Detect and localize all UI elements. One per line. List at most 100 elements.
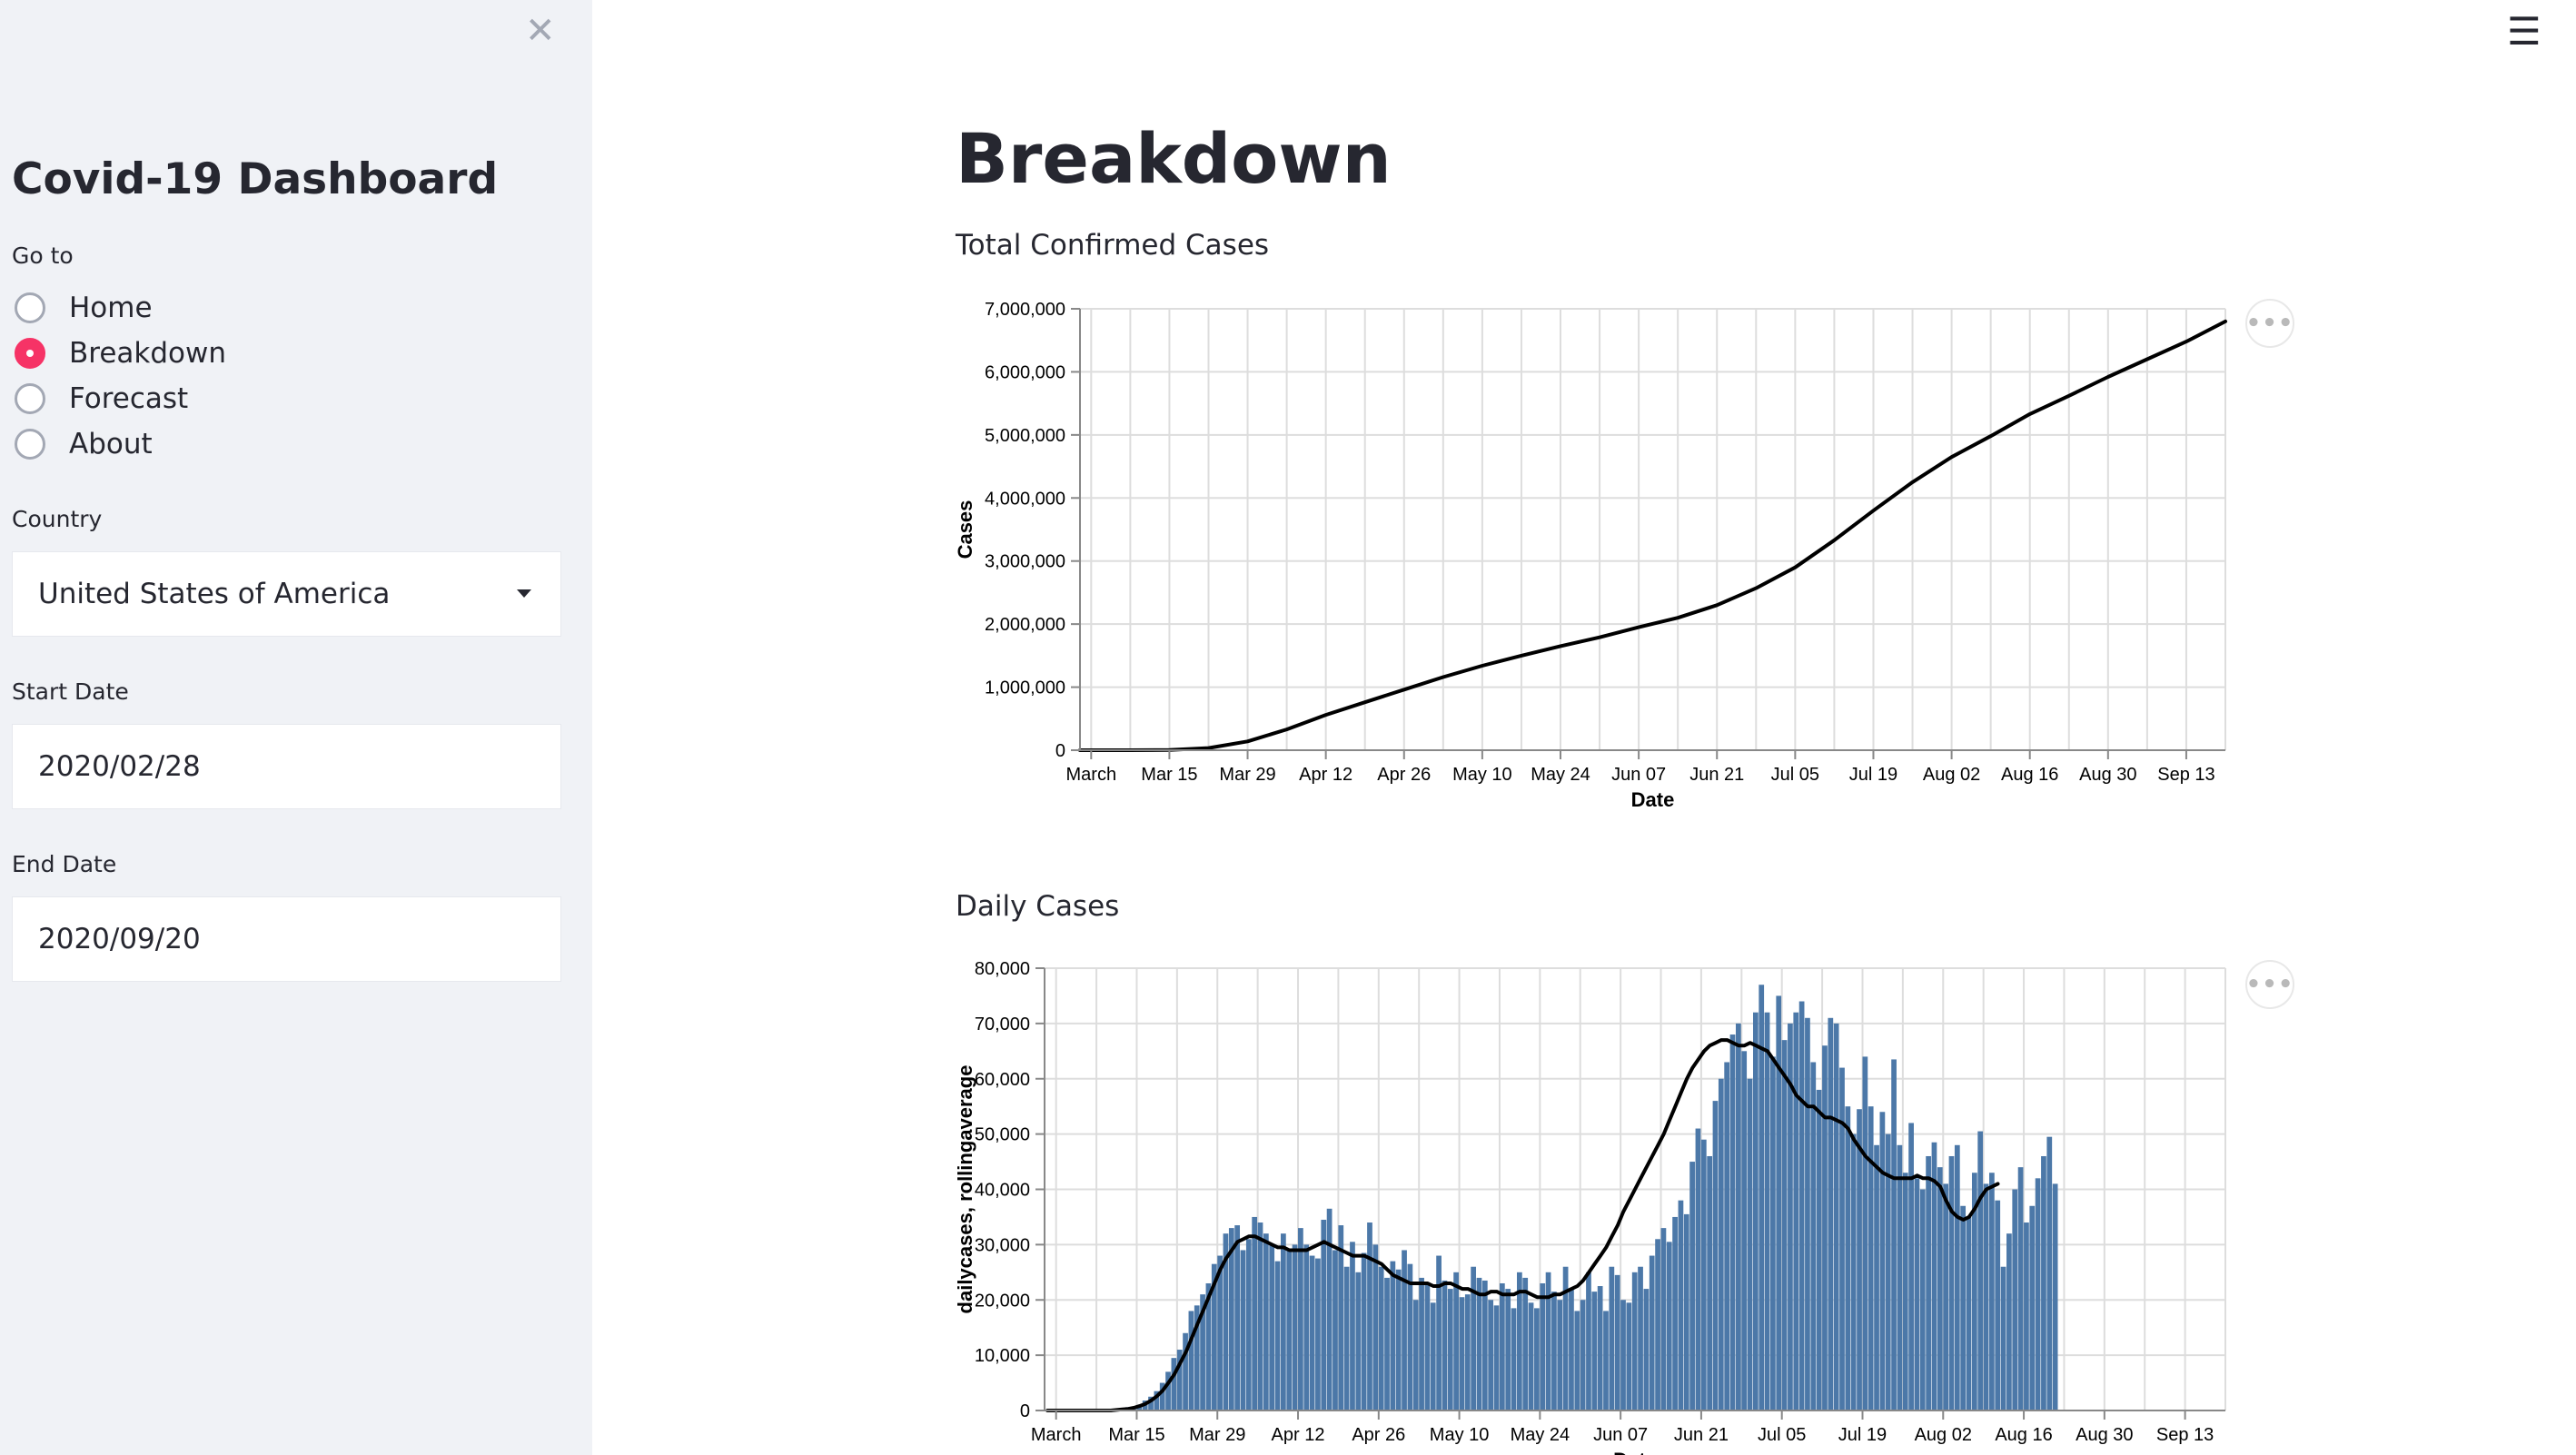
sidebar: ✕ Covid-19 Dashboard Go to Home Breakdow… [0,0,592,1455]
chart-title-total: Total Confirmed Cases [956,229,1270,262]
nav-radio-forecast[interactable]: Forecast [15,381,188,417]
daily-cases-bar [1828,1017,1834,1410]
daily-cases-bar [1620,1300,1626,1410]
daily-cases-bar [1211,1263,1217,1410]
radio-button-selected-icon[interactable] [15,338,45,369]
daily-cases-bar [1770,1056,1776,1410]
daily-cases-bar [1367,1222,1372,1410]
daily-cases-bar [1891,1059,1897,1410]
daily-cases-bar [1511,1308,1517,1410]
daily-cases-bar [1741,1051,1748,1410]
x-tick-label: Aug 16 [2001,765,2058,785]
daily-cases-bar [2024,1222,2029,1410]
daily-cases-bar [1862,1056,1868,1410]
x-tick-label: Apr 12 [1299,765,1352,785]
radio-button-icon[interactable] [15,292,45,323]
daily-cases-bar [1148,1396,1154,1410]
y-tick-label: 1,000,000 [985,678,1065,698]
daily-cases-bar [1776,995,1782,1410]
hamburger-menu-icon[interactable]: ☰ [2507,9,2541,54]
daily-cases-bar [1810,1062,1817,1410]
country-select[interactable]: United States of America [12,551,561,637]
daily-cases-bar [1753,1012,1759,1410]
x-tick-label: Apr 12 [1272,1425,1325,1445]
daily-cases-bar [1505,1289,1511,1410]
x-tick-label: Sep 13 [2156,1425,2214,1445]
daily-cases-bar [1442,1280,1448,1410]
daily-cases-bar [1303,1244,1310,1411]
daily-cases-bar [1338,1225,1344,1410]
daily-cases-bar [1252,1216,1258,1410]
daily-cases-bar [1223,1233,1229,1410]
y-tick-label: 70,000 [975,1015,1030,1034]
daily-cases-bar [1194,1305,1200,1410]
daily-cases-bar [1764,1012,1770,1410]
daily-cases-bar [1453,1272,1459,1410]
daily-cases-bar [1931,1142,1937,1410]
daily-cases-bar [1597,1286,1603,1410]
daily-cases-bar [1321,1219,1327,1410]
more-options-icon[interactable]: ••• [2245,960,2294,1009]
y-tick-label: 10,000 [975,1346,1030,1366]
goto-label: Go to [12,242,74,269]
nav-radio-label: About [69,428,153,460]
daily-cases-bar [1666,1242,1672,1410]
daily-cases-bar [1614,1274,1620,1410]
daily-cases-bar [2000,1266,2006,1410]
daily-cases-bar [1700,1139,1707,1410]
radio-button-icon[interactable] [15,383,45,414]
daily-cases-bar [1914,1178,1920,1410]
daily-cases-bar [1384,1277,1390,1410]
daily-cases-bar [1989,1173,1995,1410]
daily-cases-bar [1522,1277,1529,1410]
daily-cases-bar [1245,1239,1252,1410]
end-date-value: 2020/09/20 [38,923,201,955]
close-icon[interactable]: ✕ [525,10,556,52]
daily-cases-bar [1234,1225,1241,1410]
nav-radio-breakdown[interactable]: Breakdown [15,335,226,371]
daily-cases-bar [1326,1208,1333,1410]
x-tick-label: Aug 02 [1915,1425,1972,1445]
daily-cases-bar [2052,1183,2058,1410]
y-tick-label: 0 [1020,1401,1030,1421]
x-tick-label: March [1066,765,1117,785]
daily-cases-bar [1343,1266,1350,1410]
daily-cases-chart: 0 10,000 20,000 30,000 40,000 50,000 60,000 70,… [954,959,2226,1455]
x-tick-label: Aug 16 [1995,1425,2052,1445]
x-tick-label: May 10 [1430,1425,1490,1445]
radio-button-icon[interactable] [15,429,45,460]
daily-cases-bar [1672,1216,1678,1410]
daily-cases-bar [1885,1133,1891,1411]
daily-cases-bar [1390,1261,1396,1410]
daily-cases-bar [1689,1162,1695,1410]
y-tick-label: 5,000,000 [985,426,1065,446]
daily-cases-bar [1488,1300,1494,1410]
daily-cases-bar [2017,1167,2024,1410]
daily-cases-bar [1793,1012,1799,1410]
daily-cases-bar [1729,1034,1736,1410]
more-options-icon[interactable]: ••• [2245,299,2294,348]
daily-cases-bar [1609,1266,1615,1410]
daily-cases-bar [1424,1282,1431,1410]
x-tick-label: Jul 19 [1838,1425,1887,1445]
x-tick-label: March [1031,1425,1082,1445]
daily-cases-bar [1712,1101,1719,1410]
daily-cases-bar [1718,1078,1724,1410]
daily-cases-bar [1908,1123,1914,1410]
start-date-input[interactable]: 2020/02/28 [12,724,561,809]
daily-cases-bar [1897,1144,1903,1410]
daily-cases-bar [1528,1302,1534,1410]
rolling-average-line [1045,1038,2000,1412]
end-date-input[interactable]: 2020/09/20 [12,896,561,982]
daily-cases-bar [1540,1282,1546,1410]
cumulative-cases-line [1078,319,2227,752]
daily-cases-bar [1919,1189,1926,1410]
total-cases-chart: 0 1,000,000 2,000,000 3,000,000 4,000,000 5,0… [954,300,2227,811]
nav-radio-about[interactable]: About [15,426,153,462]
x-tick-label: Apr 26 [1352,1425,1405,1445]
daily-cases-bar [1948,1155,1955,1410]
daily-cases-bar [1638,1266,1643,1410]
daily-cases-bar [1655,1239,1660,1410]
nav-radio-home[interactable]: Home [15,290,153,326]
daily-cases-bar [1309,1255,1315,1410]
